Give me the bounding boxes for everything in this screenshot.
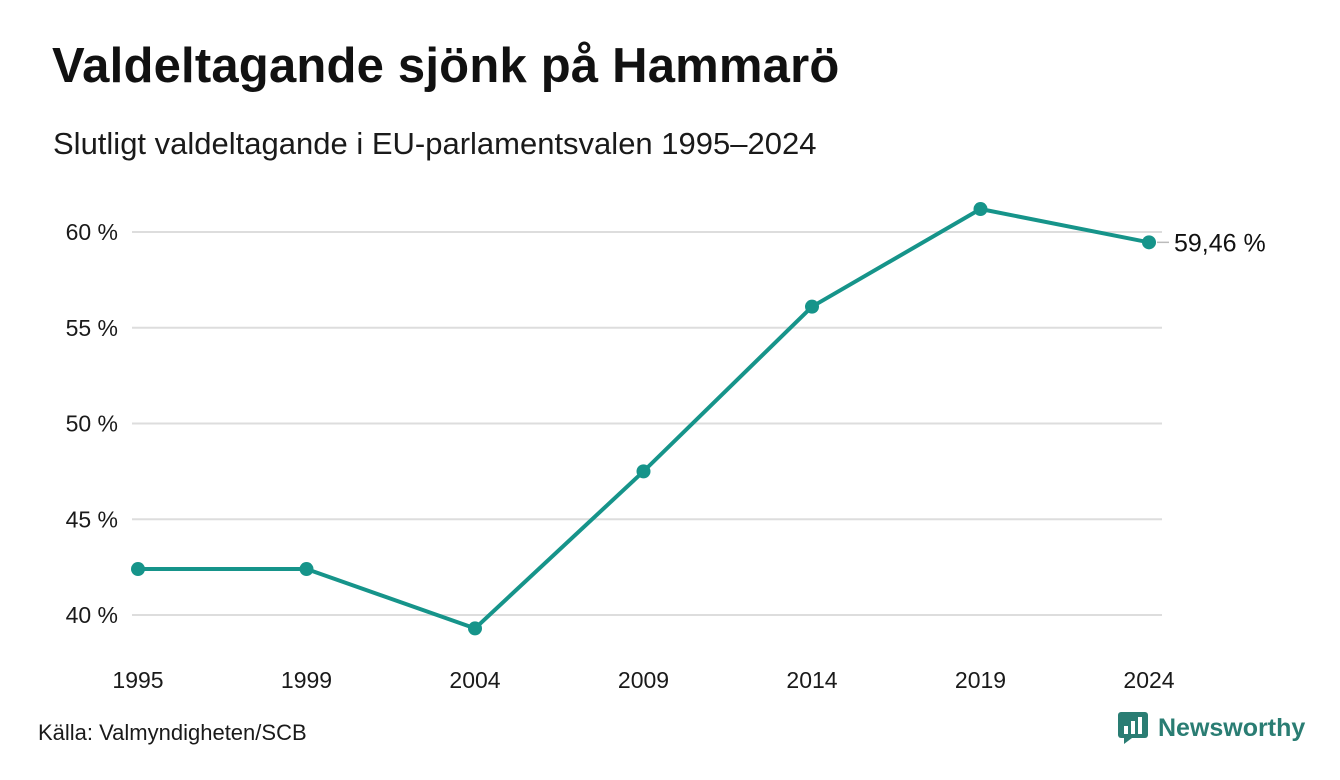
y-tick-label: 50 % bbox=[66, 411, 118, 437]
newsworthy-logo-icon bbox=[1118, 712, 1148, 744]
data-point bbox=[468, 621, 482, 636]
chart-title: Valdeltagande sjönk på Hammarö bbox=[52, 39, 840, 93]
y-tick-label: 40 % bbox=[66, 602, 118, 628]
y-axis-ticks: 40 % 45 % 50 % 55 % 60 % bbox=[66, 219, 118, 628]
series-line bbox=[136, 207, 1151, 631]
brand-logo: Newsworthy bbox=[1118, 712, 1305, 744]
source-text: Källa: Valmyndigheten/SCB bbox=[38, 720, 307, 745]
x-tick-label: 2024 bbox=[1123, 667, 1174, 693]
data-point bbox=[636, 464, 651, 479]
x-tick-label: 2009 bbox=[618, 667, 669, 693]
chart-subtitle: Slutligt valdeltagande i EU-parlamentsva… bbox=[53, 126, 817, 161]
x-tick-label: 2019 bbox=[955, 667, 1006, 693]
x-axis-ticks: 1995 1999 2004 2009 2014 2019 2024 bbox=[112, 667, 1174, 693]
data-point bbox=[1142, 235, 1156, 250]
data-point bbox=[131, 562, 145, 577]
data-point bbox=[299, 562, 314, 577]
end-value-label: 59,46 % bbox=[1174, 229, 1266, 257]
brand-name: Newsworthy bbox=[1158, 713, 1306, 742]
grid-lines bbox=[132, 231, 1162, 616]
series-layer: 59,46 % bbox=[131, 202, 1266, 636]
y-tick-label: 55 % bbox=[66, 315, 118, 341]
x-tick-label: 2014 bbox=[786, 667, 837, 693]
x-tick-label: 2004 bbox=[449, 667, 500, 693]
x-tick-label: 1995 bbox=[112, 667, 163, 693]
data-point bbox=[973, 202, 988, 217]
y-tick-label: 45 % bbox=[66, 506, 118, 532]
x-tick-label: 1999 bbox=[281, 667, 332, 693]
y-tick-label: 60 % bbox=[66, 219, 118, 245]
data-point bbox=[805, 299, 819, 314]
